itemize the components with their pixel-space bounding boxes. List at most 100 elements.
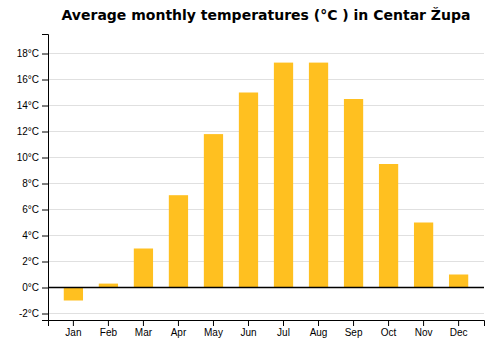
x-tick-mark (388, 320, 389, 326)
grid-line (48, 209, 484, 210)
bar (344, 99, 363, 288)
y-tick-label: 4°C (22, 230, 39, 241)
grid-line (48, 79, 484, 80)
y-tick: 6°C (22, 204, 48, 215)
bar (379, 164, 398, 288)
x-tick: Jun (240, 320, 256, 338)
x-tick: Aug (310, 320, 328, 338)
y-tick-label: 12°C (17, 126, 39, 137)
x-tick-label: Jul (277, 327, 290, 338)
y-tick: 12°C (17, 126, 48, 137)
y-tick-label: 6°C (22, 204, 39, 215)
y-tick-label: 2°C (22, 256, 39, 267)
y-axis: -2°C 0°C 2°C 4°C 6°C 8°C 10°C 12°C 14°C 16°C 18°C (17, 35, 49, 321)
y-tick-mark (42, 210, 48, 211)
x-tick-mark (283, 320, 284, 326)
y-tick-mark (42, 80, 48, 81)
y-tick: 10°C (17, 152, 48, 163)
y-tick: 16°C (17, 74, 48, 85)
x-axis-line (49, 321, 485, 327)
y-tick-mark (42, 158, 48, 159)
x-tick-mark (143, 320, 144, 326)
x-tick-mark (248, 320, 249, 326)
plot: -2°C 0°C 2°C 4°C 6°C 8°C 10°C 12°C 14°C 16°C 18°C J… (17, 35, 485, 339)
x-tick-mark (108, 320, 109, 326)
x-tick: Feb (100, 320, 118, 338)
bar (449, 275, 468, 288)
x-tick-mark (73, 320, 74, 326)
y-tick: 2°C (22, 256, 48, 267)
x-tick: Jan (65, 320, 81, 338)
x-tick-mark (353, 320, 354, 326)
x-axis: Jan Feb Mar Apr May Jun Jul Aug Sep Oct Nov Dec (49, 320, 485, 338)
x-tick: Mar (135, 320, 153, 338)
y-tick-mark (42, 184, 48, 185)
y-tick-label: -2°C (19, 308, 39, 319)
bar (274, 63, 293, 288)
y-tick-mark (42, 54, 48, 55)
x-tick-mark (458, 320, 459, 326)
grid-line (48, 53, 484, 54)
y-axis-line (42, 35, 49, 321)
grid-line (48, 157, 484, 158)
y-tick: 14°C (17, 100, 48, 111)
bar (414, 223, 433, 288)
y-tick-mark (42, 314, 48, 315)
bar (64, 288, 83, 301)
x-tick-mark (318, 320, 319, 326)
bar (169, 195, 188, 287)
bar (309, 63, 328, 288)
zero-line (48, 287, 484, 289)
y-tick-mark (42, 132, 48, 133)
grid-line (48, 131, 484, 132)
grid (48, 54, 484, 314)
y-tick-label: 10°C (17, 152, 39, 163)
x-tick-label: Feb (100, 327, 118, 338)
x-tick: Sep (345, 320, 363, 338)
grid-line (48, 287, 484, 288)
y-tick-mark (42, 236, 48, 237)
grid-line (48, 313, 484, 314)
y-tick-label: 14°C (17, 100, 39, 111)
bar (204, 134, 223, 287)
x-tick-label: Jun (240, 327, 256, 338)
x-tick: May (204, 320, 223, 338)
x-tick-label: Jan (65, 327, 81, 338)
y-tick-label: 16°C (17, 74, 39, 85)
x-tick: Jul (277, 320, 290, 338)
x-tick: Oct (381, 320, 397, 338)
chart-svg: -2°C 0°C 2°C 4°C 6°C 8°C 10°C 12°C 14°C 16°C 18°C J… (0, 0, 500, 350)
x-tick-label: Oct (381, 327, 397, 338)
title: Average monthly temperatures (°C ) in Ce… (62, 7, 471, 23)
bar (134, 249, 153, 288)
x-tick: Nov (415, 320, 433, 338)
y-tick-mark (42, 106, 48, 107)
x-tick: Apr (171, 320, 187, 338)
x-tick-label: Aug (310, 327, 328, 338)
grid-line (48, 183, 484, 184)
x-tick: Dec (450, 320, 468, 338)
y-tick-label: 0°C (22, 282, 39, 293)
x-tick-mark (178, 320, 179, 326)
y-tick: 8°C (22, 178, 48, 189)
x-tick-label: Mar (135, 327, 153, 338)
x-tick-label: Sep (345, 327, 363, 338)
bars (48, 63, 484, 301)
x-tick-mark (423, 320, 424, 326)
y-tick: 4°C (22, 230, 48, 241)
bar (239, 93, 258, 288)
y-tick: 0°C (22, 282, 48, 293)
x-tick-mark (213, 320, 214, 326)
y-tick-label: 8°C (22, 178, 39, 189)
y-tick-mark (42, 262, 48, 263)
x-tick-label: May (204, 327, 223, 338)
chart-container: -2°C 0°C 2°C 4°C 6°C 8°C 10°C 12°C 14°C 16°C 18°C J… (0, 0, 500, 350)
y-tick: 18°C (17, 48, 48, 59)
y-tick-mark (42, 288, 48, 289)
x-tick-label: Nov (415, 327, 433, 338)
x-tick-label: Dec (450, 327, 468, 338)
y-tick-label: 18°C (17, 48, 39, 59)
x-tick-label: Apr (171, 327, 187, 338)
y-tick: -2°C (19, 308, 48, 319)
grid-line (48, 105, 484, 106)
